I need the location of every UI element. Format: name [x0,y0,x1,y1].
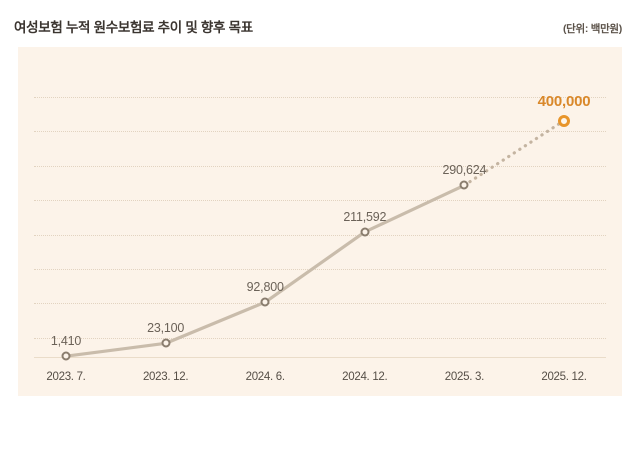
data-point-label: 400,000 [537,92,591,110]
projection-series-line [462,119,566,187]
x-axis-tick-label: 2023. 12. [142,371,189,383]
data-point-marker [459,180,469,190]
data-point-label: 1,410 [50,334,82,349]
chart-header: 여성보험 누적 원수보험료 추이 및 향후 목표 (단위: 백만원) [0,0,640,47]
gridline [34,200,606,202]
gridline [34,337,606,339]
gridline [34,97,606,98]
data-point-label: 23,100 [147,321,185,336]
gridline [34,165,606,167]
data-point-marker-target [558,114,570,127]
unit-note: (단위: 백만원) [562,23,622,35]
data-point-marker [260,297,270,307]
gridline [34,131,606,133]
line-series [64,119,566,358]
actual-series-line [64,183,466,358]
x-axis-tick-label: 2025. 12. [541,371,587,383]
data-point-marker [161,338,171,348]
gridline [34,269,606,270]
chart-panel: 1,410 23,100 92,800 211,592 290,624 400,000 2… [18,47,622,396]
x-axis-baseline [34,357,606,358]
gridline [34,303,606,305]
x-axis-tick-label: 2023. 7. [46,371,86,383]
data-point-label: 211,592 [343,209,387,224]
x-axis-tick-label: 2025. 3. [444,371,484,383]
data-point-marker [360,227,370,237]
data-point-label: 290,624 [442,163,487,178]
page-title: 여성보험 누적 원수보험료 추이 및 향후 목표 [14,20,253,35]
data-point-marker [61,351,71,361]
data-point-label: 92,800 [246,280,284,295]
plot-area: 1,410 23,100 92,800 211,592 290,624 400,000 2… [18,47,622,396]
x-axis-tick-label: 2024. 12. [342,371,388,383]
x-axis-tick-label: 2024. 6. [245,371,285,383]
gridline [34,234,606,236]
